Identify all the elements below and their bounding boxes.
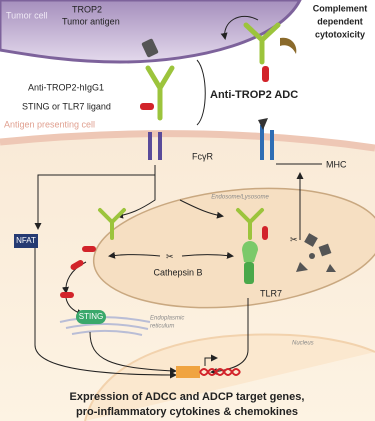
adc-antibody	[145, 65, 175, 121]
apc-membrane	[0, 130, 375, 152]
label: STING or TLR7 ligand	[22, 101, 111, 111]
ligand-block	[262, 66, 269, 82]
nucleus	[84, 333, 375, 421]
label: Endosome/Lysosome	[211, 195, 269, 201]
mhc-receptor	[260, 125, 274, 160]
scissors: ✂	[290, 234, 298, 244]
dna	[199, 368, 241, 376]
label: Cathepsin B	[153, 267, 202, 277]
ligand-block	[262, 226, 268, 240]
promoter	[176, 366, 200, 378]
label: reticulum	[150, 324, 174, 330]
label: Tumor antigen	[62, 16, 120, 26]
label: Antigen presenting cell	[4, 119, 95, 129]
tlr7-receptor	[242, 241, 258, 262]
label: Nucleus	[292, 341, 314, 347]
label: STING	[79, 312, 103, 321]
label: cytotoxicity	[315, 29, 365, 39]
label: NFAT	[16, 236, 36, 245]
arrow	[204, 354, 218, 366]
complement-antibody	[243, 22, 281, 65]
scissors: ✂	[166, 251, 174, 261]
arrow	[34, 165, 304, 379]
nfat-box	[14, 234, 38, 248]
endosome	[92, 187, 375, 309]
label: Anti-TROP2-hIgG1	[28, 82, 104, 92]
label: FcγR	[192, 151, 213, 161]
label: MHC	[326, 159, 347, 169]
sting-box	[76, 310, 106, 324]
trop2-antigen	[141, 38, 159, 58]
tlr7-receptor	[244, 262, 254, 284]
antibody	[98, 208, 264, 240]
label: Complement	[313, 3, 368, 13]
label: Tumor cell	[6, 10, 48, 20]
dna	[199, 368, 241, 376]
label: TLR7	[260, 288, 282, 298]
label: dependent	[317, 16, 363, 26]
ligand-block	[70, 260, 84, 270]
peptide	[258, 118, 268, 130]
label: Endoplasmic	[150, 316, 184, 322]
label: Anti-TROP2 ADC	[210, 89, 298, 101]
ligand-block	[82, 246, 96, 252]
complement	[280, 37, 297, 54]
ligand-block	[60, 292, 74, 298]
label: TROP2	[72, 4, 102, 14]
label: Expression of ADCC and ADCP target genes…	[70, 391, 305, 403]
fcgr-receptor	[148, 132, 162, 160]
arrow	[220, 15, 259, 40]
label: pro-inflammatory cytokines & chemokines	[76, 406, 298, 418]
brace	[196, 59, 206, 126]
fragments	[296, 233, 336, 272]
ligand-block	[140, 103, 154, 110]
